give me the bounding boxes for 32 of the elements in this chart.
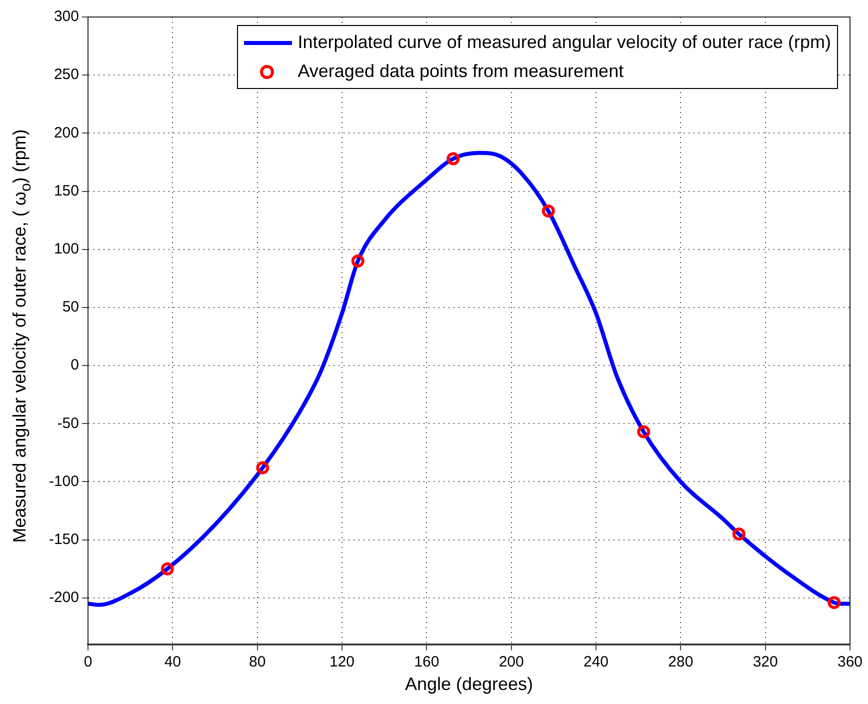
x-tick-label: 120	[329, 654, 355, 671]
y-tick-label: 200	[54, 124, 79, 142]
x-tick-label: 240	[583, 654, 609, 671]
point	[351, 254, 364, 268]
x-tick-label: 280	[668, 654, 694, 671]
point	[446, 152, 460, 166]
x-tick-label: 80	[248, 654, 266, 671]
y-tick-label: 150	[54, 182, 79, 200]
y-tick-label: 300	[54, 8, 79, 26]
y-tick-label: 50	[62, 298, 79, 316]
y-tick-label: -50	[57, 414, 79, 432]
x-tick-label: 160	[414, 654, 440, 671]
point	[160, 562, 174, 576]
y-tick-label: 0	[70, 356, 79, 374]
x-tick-label: 200	[498, 654, 524, 671]
y-tick-label: -150	[48, 530, 79, 548]
point	[732, 528, 746, 541]
legend-label: Averaged data points from measurement	[298, 61, 624, 82]
x-tick-label: 360	[837, 654, 863, 671]
y-tick-label: -200	[48, 589, 79, 606]
point	[256, 461, 270, 474]
legend-label: Interpolated curve of measured angular velocity of outer race (rpm)	[298, 32, 831, 53]
x-tick-label: 40	[164, 654, 182, 671]
y-tick-label: 100	[54, 240, 79, 258]
y-tick-label: -100	[48, 472, 79, 490]
x-tick-label: 0	[84, 654, 92, 671]
point	[828, 596, 841, 610]
x-tick-label: 320	[752, 654, 778, 671]
point	[542, 204, 555, 218]
x-axis-title: Angle (degrees)	[404, 674, 534, 694]
point	[637, 425, 650, 438]
y-tick-label: 250	[54, 66, 79, 84]
